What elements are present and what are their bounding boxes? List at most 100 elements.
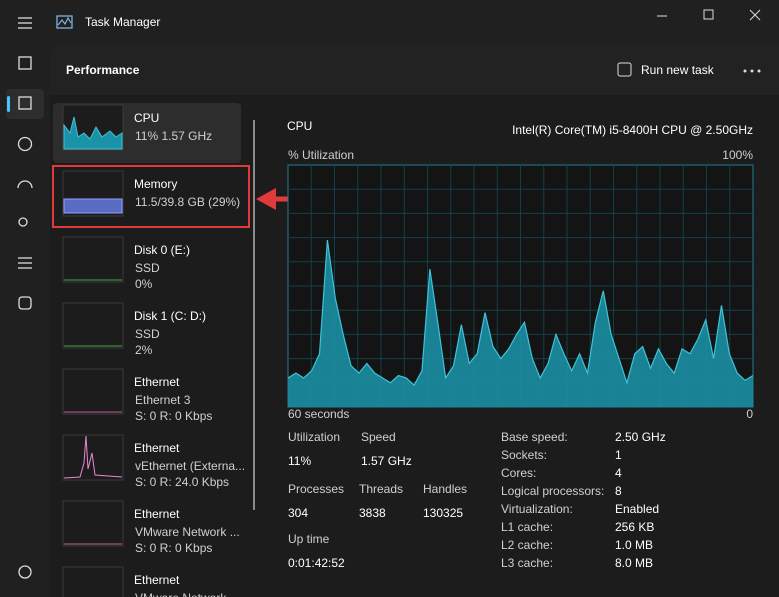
item-detail: vEthernet (Externa...	[135, 459, 245, 473]
thumbnail	[62, 500, 124, 547]
sidebar-item[interactable]: Disk 1 (C: D:) SSD 2%	[62, 302, 206, 357]
spec-label: Logical processors:	[501, 484, 604, 498]
stat-label: Utilization	[288, 430, 340, 444]
stat-value: 3838	[359, 506, 386, 520]
spec-label: Sockets:	[501, 448, 547, 462]
stat-value: 0:01:42:52	[288, 556, 345, 570]
stats: Utilization 11% Speed 1.57 GHz Processes 304 T…	[288, 430, 467, 570]
header-bar	[50, 46, 779, 95]
item-name: Disk 1 (C: D:)	[134, 309, 206, 323]
sidebar-item[interactable]: Ethernet Ethernet 3 S: 0 R: 0 Kbps	[62, 368, 212, 423]
stat-label: Handles	[423, 482, 467, 496]
stat-label: Processes	[288, 482, 344, 496]
maximize-button[interactable]	[703, 9, 714, 20]
nav-services[interactable]	[18, 296, 32, 310]
item-name: CPU	[134, 111, 159, 125]
stat-label: Up time	[288, 532, 330, 546]
processor-name: Intel(R) Core(TM) i5-8400H CPU @ 2.50GHz	[512, 123, 753, 137]
spec-label: Virtualization:	[501, 502, 573, 516]
spec-value: 8.0 MB	[615, 556, 653, 570]
item-detail: 2%	[135, 343, 153, 357]
sidebar-item[interactable]: Memory 11.5/39.8 GB (29%)	[62, 170, 240, 217]
graph-y-max: 100%	[722, 148, 753, 162]
stat-value: 11%	[288, 454, 311, 468]
cpu-area	[288, 240, 753, 407]
stat-label: Speed	[361, 430, 396, 444]
graph-x-left: 60 seconds	[288, 407, 349, 421]
spec-label: Base speed:	[501, 430, 568, 444]
item-detail: SSD	[135, 327, 160, 341]
item-detail: 11% 1.57 GHz	[135, 129, 212, 143]
spec-label: L2 cache:	[501, 538, 553, 552]
sidebar-item[interactable]: Ethernet vEthernet (Externa... S: 0 R: 24.…	[62, 434, 245, 489]
app-icon	[56, 15, 73, 29]
spec-label: L3 cache:	[501, 556, 553, 570]
nav-selected-indicator	[7, 96, 10, 112]
menu-button[interactable]	[18, 17, 32, 29]
header-title: Performance	[66, 63, 140, 77]
item-name: Disk 0 (E:)	[134, 243, 190, 257]
sidebar: CPU 11% 1.57 GHz Memory 11.5/39.8 GB (29%) D…	[53, 103, 245, 597]
thumbnail	[62, 236, 124, 283]
main-title: CPU	[287, 119, 312, 133]
item-detail: VMware Network ...	[135, 525, 240, 539]
item-name: Ethernet	[134, 375, 180, 389]
nav-performance[interactable]	[18, 96, 32, 110]
nav-users[interactable]	[18, 217, 28, 227]
spec-value: 2.50 GHz	[615, 430, 666, 444]
thumbnail	[62, 368, 124, 415]
arrow-head	[256, 188, 276, 210]
thumbnail	[62, 302, 124, 349]
stat-label: Threads	[359, 482, 403, 496]
item-detail: S: 0 R: 0 Kbps	[135, 541, 212, 555]
item-detail: 0%	[135, 277, 153, 291]
stat-value: 304	[288, 506, 308, 520]
spec-value: 1	[615, 448, 622, 462]
sidebar-item[interactable]: Disk 0 (E:) SSD 0%	[62, 236, 190, 291]
run-new-task[interactable]: Run new task	[641, 63, 715, 77]
item-detail: Ethernet 3	[135, 393, 191, 407]
spec-value: 1.0 MB	[615, 538, 653, 552]
stat-value: 130325	[423, 506, 463, 520]
nav-selected-bg	[6, 89, 44, 119]
spec-label: L1 cache:	[501, 520, 553, 534]
spec-value: 4	[615, 466, 622, 480]
stat-value: 1.57 GHz	[361, 454, 412, 468]
item-name: Ethernet	[134, 507, 180, 521]
nav-settings[interactable]	[18, 565, 32, 579]
thumb-line	[63, 435, 123, 479]
highlight-box	[52, 165, 250, 228]
sidebar-item[interactable]: Ethernet VMware Network ...	[62, 566, 240, 597]
cpu-graph	[287, 164, 754, 408]
item-detail: VMware Network ...	[135, 591, 240, 597]
spec-value: 256 KB	[615, 520, 654, 534]
close-button[interactable]	[749, 9, 761, 21]
item-name: Ethernet	[134, 441, 180, 455]
graph-y-label: % Utilization	[288, 148, 354, 162]
thumb-fill	[63, 116, 123, 150]
item-detail: 11.5/39.8 GB (29%)	[135, 195, 240, 209]
spec-value: 8	[615, 484, 622, 498]
run-task-icon	[617, 62, 632, 77]
spec-value: Enabled	[615, 502, 659, 516]
item-detail: SSD	[135, 261, 160, 275]
sidebar-item[interactable]: CPU 11% 1.57 GHz	[53, 103, 241, 163]
more-button[interactable]	[743, 69, 761, 73]
nav-startup[interactable]	[17, 180, 33, 189]
nav-rail	[6, 56, 44, 579]
sidebar-item[interactable]: Ethernet VMware Network ... S: 0 R: 0 Kbps	[62, 500, 240, 555]
nav-processes[interactable]	[18, 56, 32, 70]
app-title: Task Manager	[85, 15, 160, 29]
thumb-fill	[63, 198, 123, 214]
thumbnail	[62, 566, 124, 597]
cpu-line	[287, 239, 754, 387]
nav-details[interactable]	[18, 257, 32, 269]
item-name: Ethernet	[134, 573, 180, 587]
specs: Base speed: 2.50 GHz Sockets: 1 Cores: 4 Logic…	[501, 430, 666, 570]
spec-label: Cores:	[501, 466, 536, 480]
item-detail: S: 0 R: 24.0 Kbps	[135, 475, 229, 489]
nav-history[interactable]	[17, 136, 33, 152]
item-name: Memory	[134, 177, 177, 191]
